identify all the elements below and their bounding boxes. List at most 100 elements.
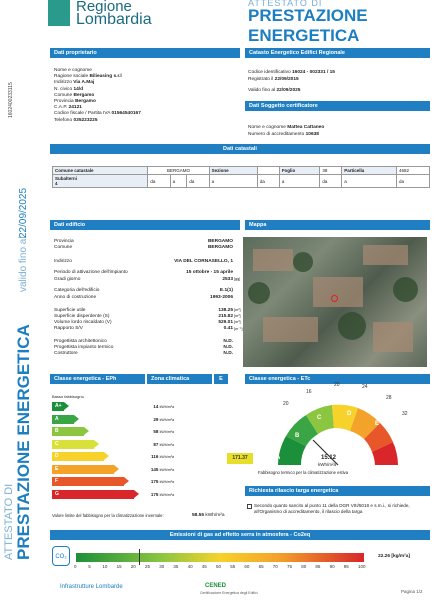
emissions-scale-number: 60 [244,564,250,569]
building-field-label: Gradi giorno [54,277,81,282]
building-field-value: 529.01 [218,320,233,325]
et-scale-number: 24 [362,384,368,390]
page-number: Pagina 1/2 [401,589,423,594]
emissions-scale-number: 10 [102,564,108,569]
building-field-label: Costruttore [54,351,78,356]
emissions-scale-number: 15 [116,564,122,569]
building-field-unit: [m³] [234,320,241,324]
catasto-valid: Valido fino al 22/09/2025 [248,88,301,93]
building-field-value: N.D. [223,339,233,344]
building-field-unit: [m²] [234,314,241,318]
emissions-scale-number: 35 [173,564,179,569]
building-field-label: Progettista architettonico [54,339,107,344]
energy-class-bar: B [52,427,89,436]
emissions-scale-number: 65 [258,564,264,569]
building-field-unit: [m²] [234,308,241,312]
co2-icon: CO₂ [52,546,70,566]
building-field-label: Categoria dell'edificio [54,288,100,293]
cad-foglio-label: Foglio [278,166,321,175]
cad-da: da [256,174,280,188]
gauge-seg-f [364,423,393,452]
energy-class-value: 145 kWh/m²a [150,466,174,472]
emissions-scale-number: 0 [74,564,77,569]
energy-class-bar: F [52,477,129,486]
location-marker-icon [331,295,338,302]
building-field-unit: [gg] [234,277,241,281]
energy-class-bar: G [52,489,139,499]
owner-field: Indirizzo Via A.Maj [54,80,95,86]
emissions-scale-number: 50 [216,564,222,569]
certifier-section-header: Dati Soggetto certificatore [245,101,430,111]
building-field-value: 138.25 [218,308,233,313]
emissions-scale-bar [76,553,364,562]
cened-sub: Certificazione Energetica degli Edifici [200,591,258,595]
cad-particella-value: 4682 [396,166,430,175]
building-field-value: N.D. [223,351,233,356]
et-scale-number: 20 [283,401,289,407]
building-section-header: Dati edificio [50,220,240,230]
emissions-scale-number: 5 [88,564,91,569]
building-field-value: 0.41 [223,326,233,331]
zone-value: E [214,374,228,384]
cad-da: da [147,174,171,188]
building-field-label: Anno di costruzione [54,295,97,300]
owner-field: Ragione sociale Bilieasing s.r.l [54,74,122,80]
emissions-scale-number: 25 [145,564,151,569]
building-field-value: BERGAMO [207,239,233,244]
emissions-scale-number: 70 [272,564,278,569]
energy-class-value: 175 kWh/m²a [150,491,174,497]
side-valid-date: 22/09/2025 [18,187,29,238]
limit-label: Valore limite del fabbisogno per la clim… [52,513,164,518]
cad-a: a [278,174,321,188]
certifier-name: Nome e cognome Mattea Cattaneo [248,125,325,130]
plate-section-header: Richiesta rilascio targa energetica [245,486,430,496]
energy-class-bar: A+ [52,402,69,411]
plate-text: Secondo quanto sancito al punto 11 della… [254,503,410,514]
building-field-label: Progettista impianto termico [54,345,114,350]
building-field-label: Rapporto S/V [54,326,83,331]
emissions-scale-number: 95 [343,564,349,569]
emissions-scale-number: 40 [187,564,193,569]
emissions-scale-number: 90 [329,564,335,569]
certifier-number: Numero di accreditamento 10638 [248,132,319,137]
top-banner: Regione Lombardia ATTESTATO DI PRESTAZIO… [0,0,446,45]
et-note: Fabbisogno termico per la climatizzazion… [258,470,349,475]
plate-checkbox[interactable] [247,504,252,509]
gauge-seg-a [278,436,306,465]
cad-sezione-value [256,166,280,175]
cad-foglio-value: 38 [319,166,343,175]
et-class-label: A [276,455,281,461]
cad-sezione-label: Sezione [208,166,258,175]
gauge-seg-b [286,415,318,446]
side-code: 1602400233115 [8,82,14,118]
cad-da: da [186,174,210,188]
owner-field: Telefono 035223225 [54,117,98,123]
gauge-seg-g [372,442,398,465]
et-class-label: E [375,421,380,427]
emissions-scale-number: 80 [301,564,307,569]
brand-line2: Lombardia [76,11,152,28]
emissions-scale-number: 75 [287,564,293,569]
gauge-seg-e [350,408,380,439]
building-field-value: 215.82 [218,314,233,319]
limit-value: 58.55 kWh/m²a [192,513,225,518]
et-class-label: D [347,411,352,417]
energy-class-value: 87 kWh/m²a [153,441,174,447]
building-field-value: VIA DEL CORNASELLO, 1 [174,259,233,264]
energy-class-bar: A [52,414,79,424]
cad-particella-label: Particella [341,166,398,175]
et-scale-number: 32 [402,411,408,417]
catasto-code: Codice identificativo 16024 - 002331 / 1… [248,70,335,75]
cad-a: a [169,174,188,188]
owner-field: N. civico 14/d [54,86,84,92]
et-class-label: F [393,440,397,446]
cad-comune-value: BERGAMO [147,166,210,175]
energy-class-bar: D [52,452,109,461]
owner-field: Provincia Bergamo [54,99,96,104]
energy-class-value: 29 kWh/m²a [153,416,174,422]
energy-class-value: 14 kWh/m²a [153,404,174,409]
et-unit: kWh/m²a [318,462,336,467]
building-field-value: BERGAMO [207,245,233,250]
building-field-value: 15 ottobre - 15 aprile [186,270,233,275]
building-field-value: 1993-2006 [210,295,233,300]
